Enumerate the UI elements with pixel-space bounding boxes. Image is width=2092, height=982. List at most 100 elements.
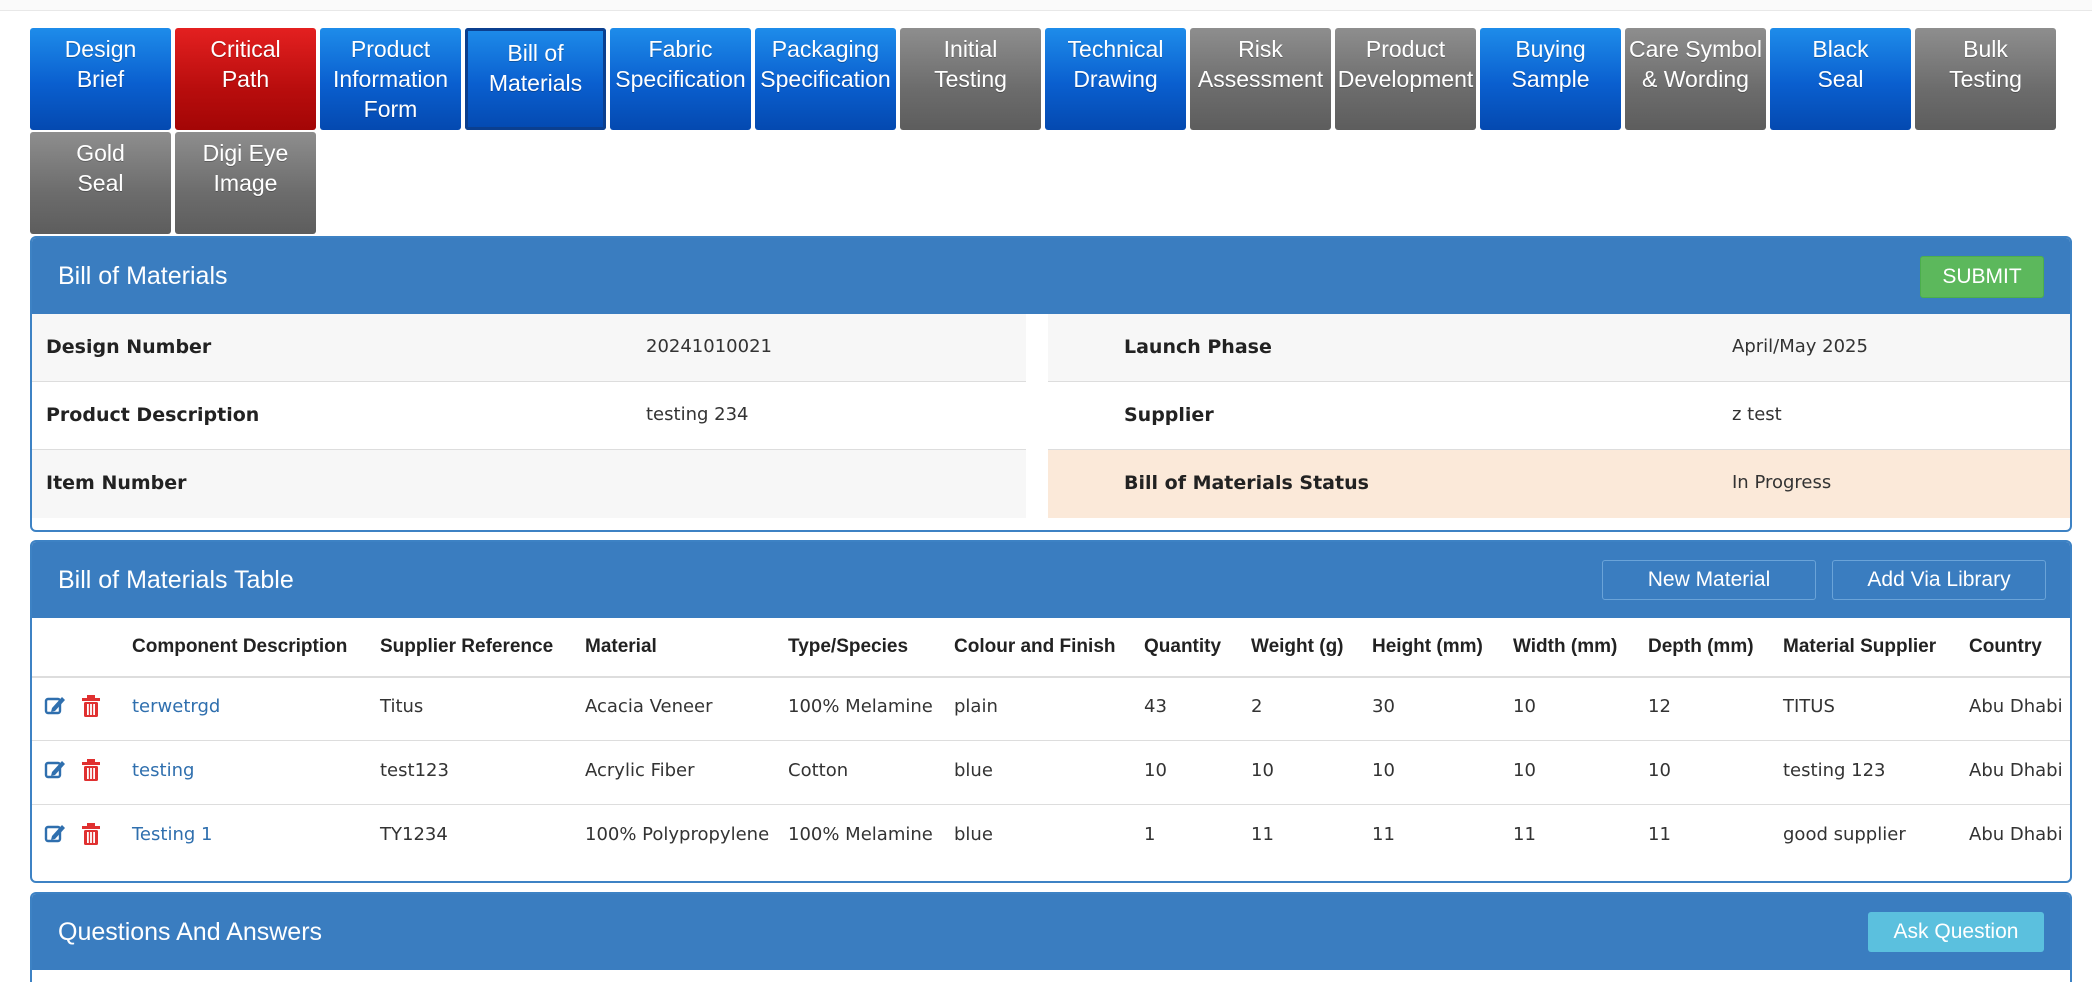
qa-panel-title: Questions And Answers [58, 918, 323, 946]
qa-panel-header: Questions And Answers Ask Question [32, 894, 2070, 970]
tab-label: Initial [943, 36, 998, 62]
supplier-label: Supplier [1124, 404, 1214, 426]
tab-label: & Wording [1642, 66, 1749, 92]
cell-colour: plain [954, 696, 998, 717]
tab-label: Materials [488, 70, 583, 96]
tab-bill-of-materials[interactable]: Bill of Materials [465, 28, 606, 130]
edit-icon[interactable] [44, 758, 66, 782]
cell-material-supplier: testing 123 [1783, 760, 1886, 781]
bom-table-title: Bill of Materials Table [58, 566, 294, 594]
edit-icon[interactable] [44, 822, 66, 846]
tab-risk-assessment[interactable]: Risk Assessment [1190, 28, 1331, 130]
bom-table-header: Bill of Materials Table New Material Add… [32, 542, 2070, 618]
add-via-library-button[interactable]: Add Via Library [1832, 560, 2046, 600]
submit-button[interactable]: SUBMIT [1920, 256, 2044, 298]
new-material-button[interactable]: New Material [1602, 560, 1816, 600]
tab-label: Sample [1511, 66, 1590, 92]
cell-material: Acrylic Fiber [585, 760, 695, 781]
tab-digi-eye-image[interactable]: Digi Eye Image [175, 132, 316, 234]
cell-width: 10 [1513, 760, 1536, 781]
tab-label: Technical [1067, 36, 1164, 62]
launch-phase-value: April/May 2025 [1732, 336, 1868, 357]
cell-quantity: 43 [1144, 696, 1167, 717]
cell-material-supplier: good supplier [1783, 824, 1906, 845]
design-number-label: Design Number [46, 336, 212, 358]
cell-material: Acacia Veneer [585, 696, 713, 717]
cell-weight: 11 [1251, 824, 1274, 845]
edit-icon[interactable] [44, 694, 66, 718]
cell-type: Cotton [788, 760, 849, 781]
tab-design-brief[interactable]: Design Brief [30, 28, 171, 130]
cell-country: Abu Dhabi [1969, 696, 2063, 717]
cell-type: 100% Melamine [788, 824, 933, 845]
component-link[interactable]: terwetrgd [132, 696, 221, 717]
cell-material-supplier: TITUS [1783, 696, 1835, 717]
tab-technical-drawing[interactable]: Technical Drawing [1045, 28, 1186, 130]
tab-product-information-form[interactable]: Product Information Form [320, 28, 461, 130]
tab-label: Development [1337, 66, 1474, 92]
col-material-supplier: Material Supplier [1783, 636, 1937, 657]
cell-depth: 10 [1648, 760, 1671, 781]
col-material: Material [585, 636, 657, 657]
supplier-cell: Supplier z test [1048, 382, 2070, 450]
ask-question-button[interactable]: Ask Question [1868, 912, 2044, 952]
bom-panel-title: Bill of Materials [58, 262, 228, 290]
launch-phase-cell: Launch Phase April/May 2025 [1048, 314, 2070, 382]
cell-country: Abu Dhabi [1969, 760, 2063, 781]
tab-label: Information [332, 66, 449, 92]
cell-depth: 12 [1648, 696, 1671, 717]
cell-material: 100% Polypropylene [585, 824, 770, 845]
tab-label: Digi Eye [202, 140, 289, 166]
design-number-value: 20241010021 [646, 336, 772, 357]
tab-buying-sample[interactable]: Buying Sample [1480, 28, 1621, 130]
item-number-cell: Item Number [32, 450, 1026, 518]
tab-label: Gold [76, 140, 125, 166]
tab-care-symbol-wording[interactable]: Care Symbol & Wording [1625, 28, 1766, 130]
info-row-1: Design Number 20241010021 Launch Phase A… [32, 314, 2070, 382]
trash-icon[interactable] [80, 758, 102, 782]
col-supplier-reference: Supplier Reference [380, 636, 554, 657]
tab-initial-testing[interactable]: Initial Testing [900, 28, 1041, 130]
tab-label: Design [64, 36, 137, 62]
col-height: Height (mm) [1372, 636, 1483, 657]
tab-product-development[interactable]: Product Development [1335, 28, 1476, 130]
tab-black-seal[interactable]: Black Seal [1770, 28, 1911, 130]
table-row: testing test123 Acrylic Fiber Cotton blu… [32, 740, 2070, 805]
tab-bulk-testing[interactable]: Bulk Testing [1915, 28, 2056, 130]
cell-width: 11 [1513, 824, 1536, 845]
tab-fabric-specification[interactable]: Fabric Specification [610, 28, 751, 130]
tab-label: Brief [76, 66, 125, 92]
tab-label: Buying [1515, 36, 1586, 62]
cell-depth: 11 [1648, 824, 1671, 845]
tab-label: Seal [1817, 66, 1864, 92]
cell-quantity: 1 [1144, 824, 1156, 845]
cell-type: 100% Melamine [788, 696, 933, 717]
qa-panel: Questions And Answers Ask Question [30, 892, 2072, 982]
tab-label: Testing [1949, 66, 2022, 92]
tab-label: Specification [615, 66, 746, 92]
tab-label: Drawing [1073, 66, 1158, 92]
trash-icon[interactable] [80, 694, 102, 718]
tab-critical-path[interactable]: Critical Path [175, 28, 316, 130]
tab-label: Assessment [1197, 66, 1324, 92]
tab-label: Product [1365, 36, 1446, 62]
component-link[interactable]: testing [132, 760, 195, 781]
cell-height: 10 [1372, 760, 1395, 781]
col-width: Width (mm) [1513, 636, 1618, 657]
tab-label: Path [221, 66, 270, 92]
col-depth: Depth (mm) [1648, 636, 1754, 657]
tab-label: Product [350, 36, 431, 62]
tab-label: Packaging [771, 36, 880, 62]
bill-of-materials-panel: Bill of Materials SUBMIT Design Number 2… [30, 236, 2072, 532]
component-link[interactable]: Testing 1 [132, 824, 213, 845]
tab-gold-seal[interactable]: Gold Seal [30, 132, 171, 234]
top-border [0, 0, 2092, 11]
trash-icon[interactable] [80, 822, 102, 846]
bom-table-panel: Bill of Materials Table New Material Add… [30, 540, 2072, 883]
product-description-value: testing 234 [646, 404, 749, 425]
tab-label: Form [363, 96, 418, 122]
info-row-3: Item Number Bill of Materials Status In … [32, 450, 2070, 518]
cell-weight: 10 [1251, 760, 1274, 781]
cell-country: Abu Dhabi [1969, 824, 2063, 845]
tab-packaging-specification[interactable]: Packaging Specification [755, 28, 896, 130]
